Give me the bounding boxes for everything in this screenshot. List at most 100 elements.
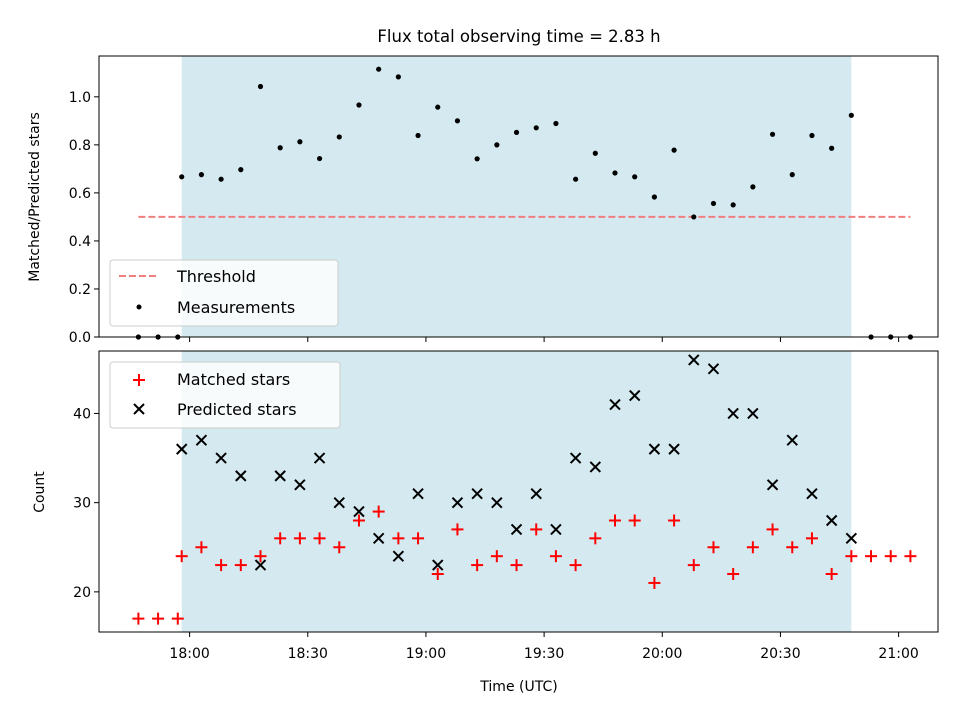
matched-star-point xyxy=(825,568,838,581)
matched-star-point xyxy=(254,550,267,563)
predicted-star-point xyxy=(825,514,838,527)
legend-predicted-label: Predicted stars xyxy=(177,400,297,419)
predicted-star-point xyxy=(451,496,464,509)
measurement-point xyxy=(710,200,717,207)
measurement-point xyxy=(533,125,539,131)
bottom-legend: Matched stars Predicted stars xyxy=(109,361,341,429)
measurement-point xyxy=(415,132,421,139)
matched-star-point xyxy=(727,568,740,581)
legend-measurements-label: Measurements xyxy=(177,298,295,317)
matched-star-point xyxy=(392,532,405,545)
legend-measurements-swatch xyxy=(136,304,142,310)
matched-star-point xyxy=(569,559,582,572)
measurement-point xyxy=(297,139,303,145)
bottom-plot-frame xyxy=(98,350,939,633)
measurement-point xyxy=(257,83,264,90)
measurement-point xyxy=(316,155,323,162)
predicted-star-point xyxy=(569,452,582,464)
measurement-point xyxy=(494,142,500,148)
matched-star-point xyxy=(293,532,306,545)
matched-star-point xyxy=(215,559,228,572)
predicted-star-point xyxy=(668,443,680,455)
measurement-point xyxy=(612,170,618,176)
bottom-legend-box xyxy=(109,361,341,429)
measurement-point xyxy=(592,150,598,156)
matched-star-point xyxy=(431,568,444,581)
legend-matched-label: Matched stars xyxy=(177,370,290,389)
predicted-star-point xyxy=(176,443,188,455)
predicted-star-point xyxy=(254,559,267,571)
matched-star-point xyxy=(471,559,484,572)
matched-star-point xyxy=(845,550,858,563)
predicted-star-point xyxy=(195,434,208,446)
predicted-star-point xyxy=(274,470,286,482)
measurement-point xyxy=(218,176,224,182)
matched-star-point xyxy=(372,505,385,518)
matched-star-point xyxy=(451,523,464,536)
x-tick-label: 18:00 xyxy=(169,646,209,662)
bottom-y-tick-label: 40 xyxy=(73,406,91,422)
matched-star-point xyxy=(152,612,165,625)
measurement-point xyxy=(376,66,382,72)
matched-star-point xyxy=(648,576,661,589)
measurement-point xyxy=(513,129,520,135)
measurement-point xyxy=(789,172,795,178)
matched-star-point xyxy=(786,541,799,554)
measurement-point xyxy=(848,112,854,118)
top-y-tick-label: 0.4 xyxy=(69,234,91,250)
measurement-point xyxy=(553,120,559,127)
matched-star-point xyxy=(589,532,602,545)
matched-star-point xyxy=(530,523,543,536)
measurement-point xyxy=(474,156,480,162)
top-y-tick-label: 0.6 xyxy=(69,186,91,202)
predicted-star-point xyxy=(589,461,602,473)
matched-star-point xyxy=(668,514,681,527)
matched-star-point xyxy=(175,550,188,563)
measurement-point xyxy=(829,145,835,151)
matched-star-point xyxy=(333,541,346,554)
matched-star-point xyxy=(313,532,326,545)
predicted-star-point xyxy=(845,532,858,545)
matched-star-point xyxy=(549,550,562,563)
measurement-point xyxy=(395,74,401,80)
top-plot-frame xyxy=(98,55,939,338)
bottom-x-ticks: 18:00 18:30 19:00 19:30 20:00 20:30 21:00 xyxy=(169,632,919,662)
legend-predicted-swatch xyxy=(133,403,145,415)
measurement-point xyxy=(730,202,736,208)
legend-matched-swatch xyxy=(133,374,145,386)
measurement-point xyxy=(573,176,579,182)
top-y-tick-label: 0.8 xyxy=(69,138,91,154)
predicted-star-point xyxy=(786,434,798,446)
matched-star-point xyxy=(510,559,523,572)
top-x-ticks xyxy=(189,337,900,342)
matched-star-point xyxy=(412,532,425,545)
top-legend-box xyxy=(109,259,339,327)
matched-stars-points xyxy=(132,505,917,625)
predicted-star-point xyxy=(333,496,345,509)
matched-star-point xyxy=(352,514,365,527)
top-y-ticks: 0.0 0.2 0.4 0.6 0.8 1.0 xyxy=(69,90,99,346)
matched-star-point xyxy=(628,514,641,527)
matched-star-point xyxy=(132,612,145,625)
matched-star-point xyxy=(195,541,208,554)
count-panel: 20 30 40 18:00 18:30 19:00 19:30 20:00 20:30 21:… xyxy=(32,350,939,695)
bottom-y-ticks: 20 30 40 xyxy=(73,406,99,601)
x-tick-label: 19:00 xyxy=(406,646,446,662)
predicted-star-point xyxy=(372,532,385,545)
top-legend: Threshold Measurements xyxy=(109,259,339,327)
measurement-point xyxy=(277,145,283,151)
measurement-point xyxy=(632,174,638,180)
matched-star-point xyxy=(234,559,247,572)
measurement-point xyxy=(238,167,244,173)
measurement-point xyxy=(750,184,756,190)
ratio-panel: 0.0 0.2 0.4 0.6 0.8 1.0 Flux total observing … xyxy=(27,27,939,346)
predicted-star-point xyxy=(215,452,227,464)
top-y-tick-label: 0.0 xyxy=(69,330,91,346)
legend-threshold-label: Threshold xyxy=(176,267,256,286)
matched-star-point xyxy=(904,550,917,563)
matched-star-point xyxy=(609,514,622,527)
matched-star-point xyxy=(746,541,759,554)
predicted-star-point xyxy=(648,443,661,455)
x-tick-label: 20:30 xyxy=(760,646,800,662)
